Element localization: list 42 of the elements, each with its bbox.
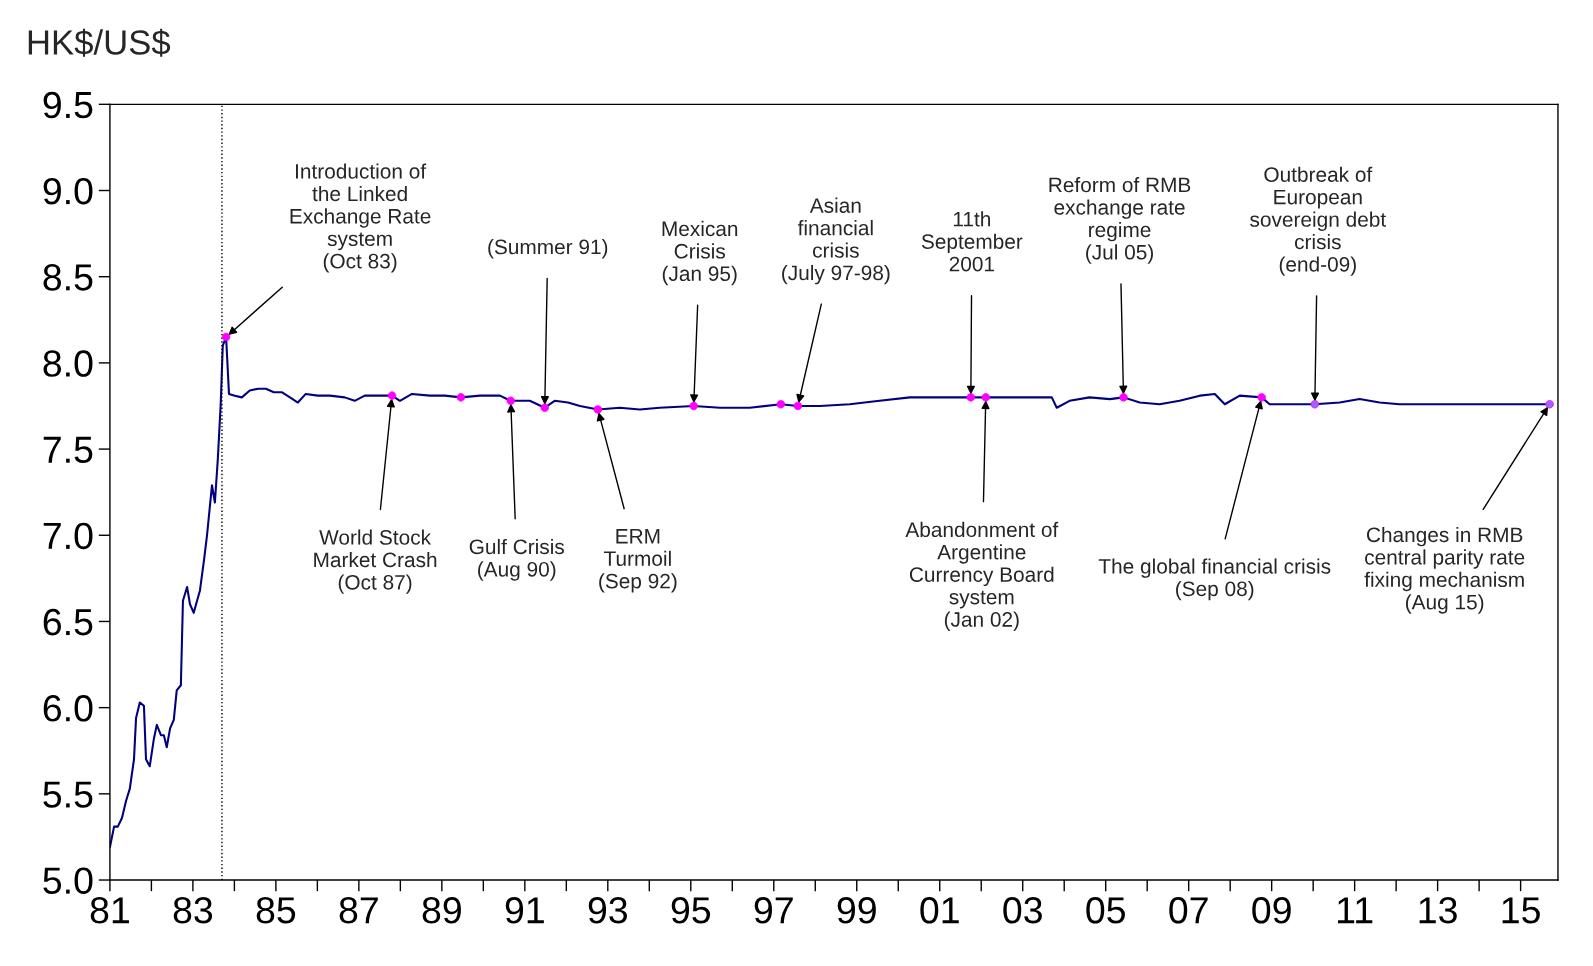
annotation: Introduction of the Linked Exchange Rate system (Oct 83) [290, 163, 431, 273]
annotation: (Summer 91) [488, 239, 608, 259]
y-tick-label: 6.0 [43, 695, 93, 722]
annotation: Mexican Crisis (Jan 95) [662, 220, 738, 286]
x-tick-label: 13 [1419, 896, 1457, 924]
x-tick-label: 81 [90, 896, 129, 924]
x-tick-label: 91 [505, 896, 544, 924]
annotation: Reform of RMB exchange rate regime (Jul 05) [1049, 177, 1191, 264]
y-tick-label: 5.0 [43, 867, 93, 894]
x-tick-label: 09 [1252, 896, 1291, 924]
annotation: Gulf Crisis (Aug 90) [469, 538, 564, 581]
y-tick-label: 7.0 [43, 522, 93, 550]
annotation: 11th September 2001 [921, 211, 1023, 272]
x-tick-label: 07 [1169, 896, 1208, 924]
x-tick-label: 15 [1502, 897, 1540, 924]
y-tick-label: 5.5 [43, 781, 93, 808]
y-tick-label: 7.5 [43, 436, 93, 464]
annotation: ERM Turmoil (Sep 92) [599, 529, 677, 593]
annotation: Changes in RMB central parity rate fixing mechanism (Aug 15) [1364, 526, 1525, 614]
x-tick-label: 11 [1338, 897, 1373, 924]
y-tick-label: 8.5 [43, 264, 93, 291]
annotation: Abandonment of Argentine Currency Board system (Jan 02) [905, 521, 1059, 631]
y-tick-label: 8.0 [43, 350, 93, 377]
x-tick-label: 97 [754, 896, 793, 924]
y-tick-label: 9.5 [43, 91, 93, 119]
x-tick-label: 01 [920, 896, 959, 924]
annotation: The global financial crisis (Sep 08) [1098, 558, 1331, 601]
x-tick-label: 03 [1003, 896, 1042, 924]
x-tick-label: 83 [173, 896, 213, 924]
x-tick-label: 93 [588, 896, 628, 924]
y-tick-label: 6.5 [43, 608, 93, 636]
y-tick-label: 9.0 [43, 177, 93, 205]
x-tick-label: 85 [256, 896, 296, 924]
x-tick-label: 05 [1086, 896, 1125, 924]
x-tick-label: 89 [422, 896, 461, 924]
annotation: World Stock Market Crash (Oct 87) [314, 529, 437, 594]
x-tick-label: 95 [671, 896, 711, 924]
x-tick-label: 99 [837, 896, 876, 924]
y-axis-title: HK$/US$ [28, 28, 171, 57]
x-tick-label: 87 [339, 896, 378, 924]
annotation: Outbreak of European sovereign debt crisis (end-09) [1250, 166, 1386, 276]
annotation: Asian financial crisis (July 97-98) [782, 197, 890, 285]
